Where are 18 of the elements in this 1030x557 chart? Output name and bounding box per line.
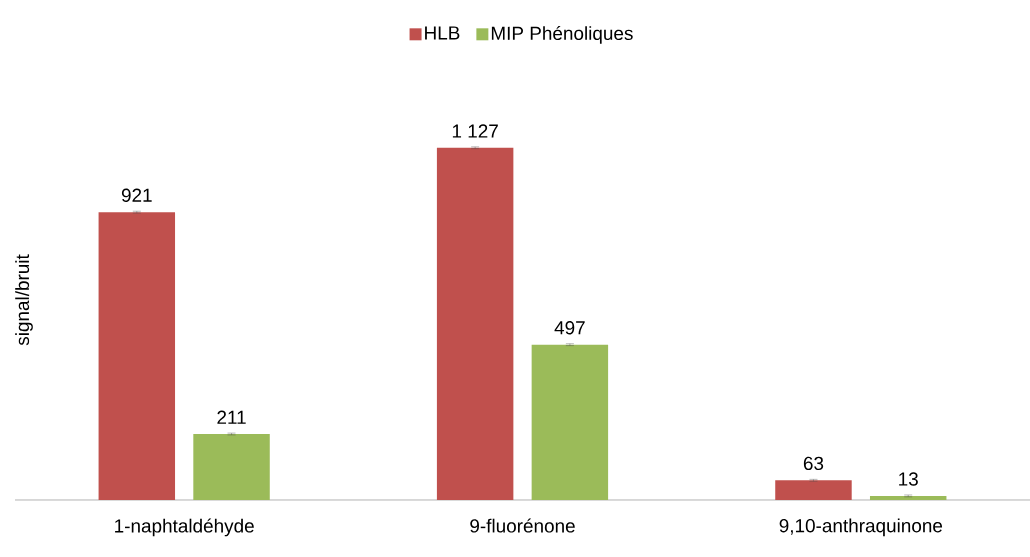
data-label: 211 (217, 410, 246, 424)
bar (436, 147, 514, 500)
x-tick-label: 1-naphtaldéhyde (115, 518, 254, 537)
data-label: 13 (899, 472, 918, 486)
legend-label: MIP Phénoliques (491, 25, 633, 44)
data-label: 497 (554, 321, 585, 335)
y-axis-title: signal/bruit (15, 254, 33, 346)
data-label: 921 (121, 188, 152, 202)
legend-label: HLB (425, 26, 460, 40)
data-label: 1 127 (452, 124, 498, 138)
bar (193, 434, 270, 500)
bar (869, 495, 947, 500)
data-label: 63 (803, 456, 824, 471)
x-tick-label: 9,10-anthraquinone (779, 518, 943, 537)
bar (775, 480, 852, 500)
x-tick-label: 9-fluorénone (470, 518, 575, 533)
bar (531, 344, 609, 500)
bar (98, 212, 176, 500)
